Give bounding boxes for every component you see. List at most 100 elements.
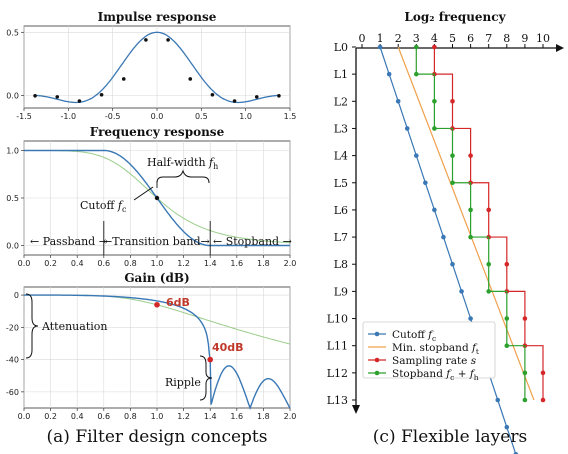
layer-label: L5 (334, 177, 348, 190)
x-tick-label: 0.0 (18, 259, 31, 268)
legend-entry-1: Min. stopband ft (392, 342, 479, 356)
x-tick-label: 1.8 (257, 259, 270, 268)
left-caption: (a) Filter design concepts (47, 427, 268, 447)
x-tick-label: -1.5 (16, 112, 32, 121)
x-tick-label: 1.2 (177, 412, 190, 421)
layer-label: L12 (327, 367, 348, 380)
stopband-line (415, 47, 526, 400)
legend-subscript: c (432, 334, 436, 343)
legend-plus: + (454, 368, 469, 380)
sampling-rate-point (504, 261, 510, 267)
x-tick-label: 0.0 (151, 112, 164, 121)
legend-subscript: t (476, 347, 479, 356)
layer-label: L7 (334, 231, 348, 244)
impulse-sample-point (77, 99, 82, 103)
stopband-point (522, 370, 528, 376)
gain-series (24, 294, 291, 411)
x-tick-label: 1 (377, 32, 384, 45)
legend-name: Sampling rate (392, 355, 467, 367)
stopband-point (468, 207, 473, 213)
sampling-rate-point (450, 99, 455, 104)
sampling-rate-line (433, 47, 544, 400)
log-frequency-title-text: Log₂ frequency (404, 10, 506, 24)
impulse-sample-point (55, 95, 60, 99)
gain-annotations: Attenuation Ripple 6dB 40dB (25, 293, 244, 401)
x-tick-label: 4 (431, 32, 438, 45)
layer-label: L2 (334, 95, 348, 108)
frequency-series (24, 149, 290, 255)
stopband-point (486, 261, 492, 267)
layer-label: L11 (327, 340, 348, 353)
impulse-sample-point (188, 77, 193, 81)
impulse-sample-point (33, 93, 37, 98)
layer-label: L13 (327, 394, 348, 407)
legend-symbol: s (471, 355, 477, 367)
log-frequency-title: Log₂ frequency (404, 10, 506, 24)
cutoff-point (414, 153, 419, 158)
attenuation-label: Attenuation (41, 320, 107, 333)
x-tick-label: 2.0 (284, 259, 297, 268)
cutoff-point (154, 195, 160, 201)
x-tick-label: 0.8 (124, 412, 137, 421)
stopband-label: ← Stopband → (213, 235, 292, 248)
x-tick-label: 1.6 (230, 259, 243, 268)
x-tick-label: -0.5 (105, 112, 121, 121)
impulse-sample-point (210, 92, 215, 97)
legend-swatch-marker (374, 331, 380, 337)
impulse-curve (35, 31, 279, 104)
x-tick-label: 0 (359, 32, 366, 45)
impulse-ticks: -1.5 -1.0 -0.5 0.0 0.5 1.0 1.5 0.0 0.5 (6, 28, 296, 121)
y-tick-label: 0.5 (6, 194, 19, 203)
gain-title: Gain (dB) (124, 271, 189, 285)
half-width-label: Half-width fh (147, 156, 218, 171)
x-tick-label: 0.5 (195, 112, 208, 121)
x-tick-label: 8 (503, 32, 510, 45)
transition-band-label: ←Transition band→ (103, 235, 210, 248)
stopband-point (522, 397, 528, 403)
impulse-sample-point (121, 77, 126, 81)
impulse-sample-point (144, 38, 148, 42)
legend-name: Stopband (392, 368, 443, 380)
y-tick-label: -20 (6, 323, 19, 332)
legend-name: Cutoff (392, 329, 426, 341)
legend-entry-2: Sampling rate s (392, 355, 477, 367)
impulse-sample-point (166, 38, 170, 42)
sampling-rate-point (468, 153, 473, 158)
x-tick-label: 1.5 (284, 112, 297, 121)
cutoff-point (432, 207, 437, 213)
x-tick-label: 0.2 (44, 259, 57, 268)
impulse-grid (23, 26, 291, 108)
x-tick-label: -1.0 (61, 112, 77, 121)
mark-6db: 6dB (166, 296, 190, 309)
layer-label: L4 (334, 150, 348, 163)
x-tick-label: 0.6 (97, 259, 110, 268)
x-tick-label: 1.6 (230, 412, 243, 421)
cutoff-point (404, 126, 410, 131)
impulse-sample-point (277, 93, 281, 98)
impulse-series (33, 31, 281, 104)
legend-swatch-marker (374, 370, 380, 376)
x-tick-label: 5 (449, 32, 456, 45)
layer-label: L0 (334, 41, 348, 54)
sampling-rate-point (540, 397, 546, 403)
cutoff-point (395, 99, 401, 104)
cutoff-point (504, 424, 510, 430)
legend-swatch-marker (374, 357, 380, 363)
legend-symbol: f (427, 329, 434, 341)
passband-label: ← Passband → (30, 235, 108, 248)
sampling-rate-point (486, 207, 492, 213)
x-tick-label: 2.0 (284, 412, 297, 421)
stopband-point (432, 99, 437, 104)
legend-symbol-2: f (469, 368, 476, 380)
x-tick-label: 7 (485, 32, 492, 45)
legend-name: Min. stopband (392, 342, 469, 354)
x-tick-label: 1.8 (257, 412, 270, 421)
y-tick-label: -60 (6, 388, 19, 397)
frequency-title: Frequency response (90, 125, 225, 139)
sampling-rate-point (540, 370, 546, 376)
y-tick-label: 0.0 (6, 91, 19, 100)
impulse-sample-point (232, 99, 237, 103)
half-width-brace (156, 169, 210, 184)
layer-label: L10 (327, 313, 348, 326)
